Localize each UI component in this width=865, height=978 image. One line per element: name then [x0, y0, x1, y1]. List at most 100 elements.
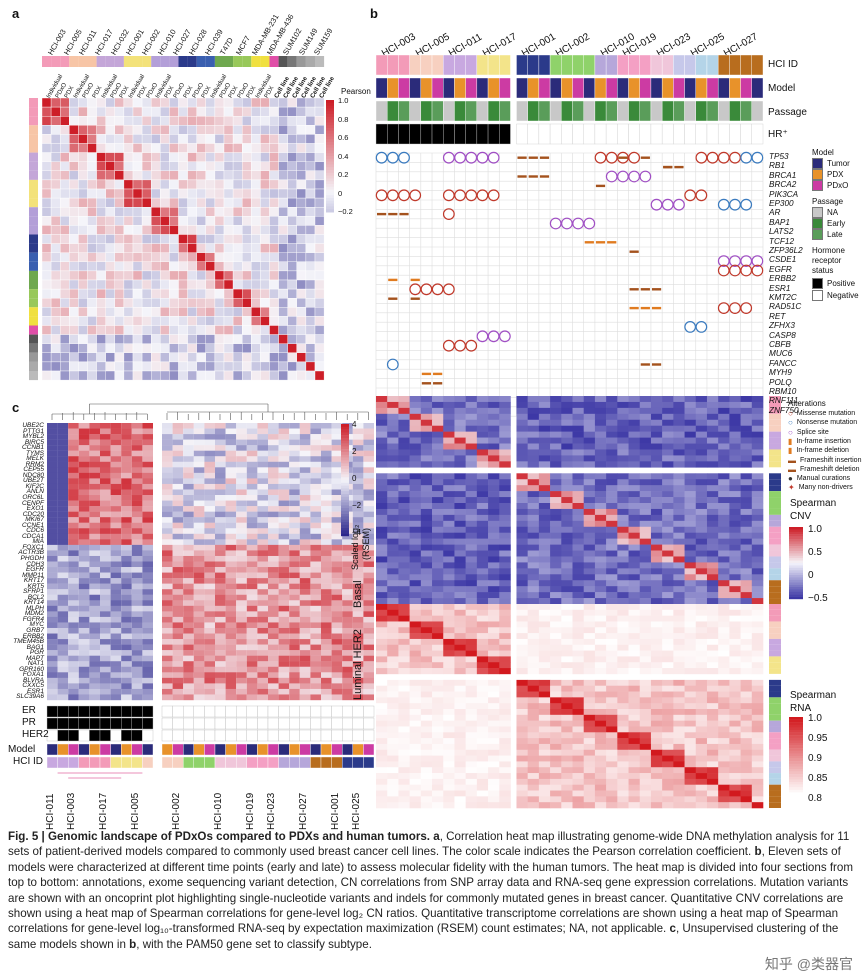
expression-cell [236, 472, 247, 479]
group-strip-cell [315, 56, 325, 67]
expression-cell [68, 445, 79, 451]
expression-cell [225, 572, 237, 579]
expression-cell [331, 423, 343, 429]
expression-cell [246, 511, 258, 518]
expression-cell [47, 555, 58, 562]
expression-cell [121, 572, 132, 579]
expression-cell [68, 533, 79, 540]
expression-cell [363, 483, 374, 490]
expression-cell [225, 423, 237, 429]
expression-cell [172, 423, 184, 429]
expression-cell [310, 456, 321, 462]
expression-cell [225, 445, 237, 451]
expression-cell [193, 555, 205, 562]
expression-cell [89, 472, 100, 479]
group-strip-cell [29, 298, 38, 308]
expression-cell [110, 511, 122, 518]
expression-cell [236, 445, 247, 451]
expression-cell [363, 578, 374, 584]
expression-cell [352, 483, 364, 490]
expression-cell [236, 561, 247, 568]
expression-cell [142, 550, 153, 557]
expression-cell [183, 495, 194, 501]
expression-cell [204, 450, 215, 457]
expression-cell [257, 445, 268, 451]
group-strip-cell [29, 234, 38, 244]
expression-cell [142, 533, 153, 540]
expression-cell [78, 461, 90, 468]
expression-cell [278, 511, 290, 518]
group-strip-cell [224, 56, 234, 67]
expression-cell [236, 456, 247, 462]
expression-cell [57, 550, 69, 557]
expression-cell [78, 533, 90, 540]
expression-cell [246, 478, 258, 485]
expression-cell [100, 434, 111, 440]
expression-cell [215, 445, 226, 451]
expression-cell [121, 450, 132, 457]
expression-cell [193, 517, 205, 523]
expression-cell [299, 572, 311, 579]
expression-cell [162, 522, 173, 529]
pearson-scale-band [326, 170, 334, 174]
expression-cell [268, 517, 279, 523]
expression-cell [321, 561, 332, 568]
expression-cell [68, 472, 79, 479]
expression-cell [121, 423, 132, 429]
pearson-scale-band [326, 147, 334, 151]
group-strip-cell [29, 334, 38, 344]
expression-cell [131, 550, 143, 557]
expression-cell [78, 561, 90, 568]
expression-cell [268, 423, 279, 429]
expression-cell [331, 561, 343, 568]
expression-cell [193, 511, 205, 518]
expression-cell [172, 472, 184, 479]
expression-cell [121, 567, 132, 573]
expression-cell [57, 472, 69, 479]
pearson-scale-band [326, 139, 334, 143]
expression-cell [172, 544, 184, 551]
pearson-scale-band [326, 200, 334, 205]
expression-cell [363, 472, 374, 479]
expression-cell [162, 450, 173, 457]
expression-cell [100, 578, 111, 584]
expression-cell [331, 578, 343, 584]
pearson-scale-band [326, 116, 334, 121]
expression-cell [183, 533, 194, 540]
expression-cell [310, 528, 321, 534]
expression-cell [268, 528, 279, 534]
expression-cell [121, 456, 132, 462]
expression-cell [331, 539, 343, 546]
expression-cell [257, 517, 268, 523]
expression-cell [121, 511, 132, 518]
expression-cell [110, 517, 122, 523]
expression-cell [183, 461, 194, 468]
expression-cell [215, 533, 226, 540]
expression-cell [100, 423, 111, 429]
hr-cell [751, 123, 764, 145]
expression-cell [363, 439, 374, 446]
expression-cell [183, 500, 194, 507]
expression-cell [363, 456, 374, 462]
expression-cell [68, 517, 79, 523]
expression-cell [268, 506, 279, 512]
expression-cell [142, 434, 153, 440]
expression-cell [278, 533, 290, 540]
expression-cell [57, 489, 69, 496]
expression-cell [47, 539, 58, 546]
expression-cell [363, 517, 374, 523]
expression-cell [47, 467, 58, 474]
expression-cell [257, 483, 268, 490]
group-strip-cell [29, 352, 38, 362]
group-strip-cell [29, 116, 38, 126]
expression-cell [321, 467, 332, 474]
expression-cell [162, 528, 173, 534]
expression-cell [57, 589, 69, 595]
expression-cell [246, 589, 258, 595]
expression-cell [321, 578, 332, 584]
pearson-scale-band [326, 172, 334, 177]
expression-cell [121, 561, 132, 568]
expression-cell [215, 456, 226, 462]
expression-cell [47, 461, 58, 468]
expression-cell [162, 511, 173, 518]
